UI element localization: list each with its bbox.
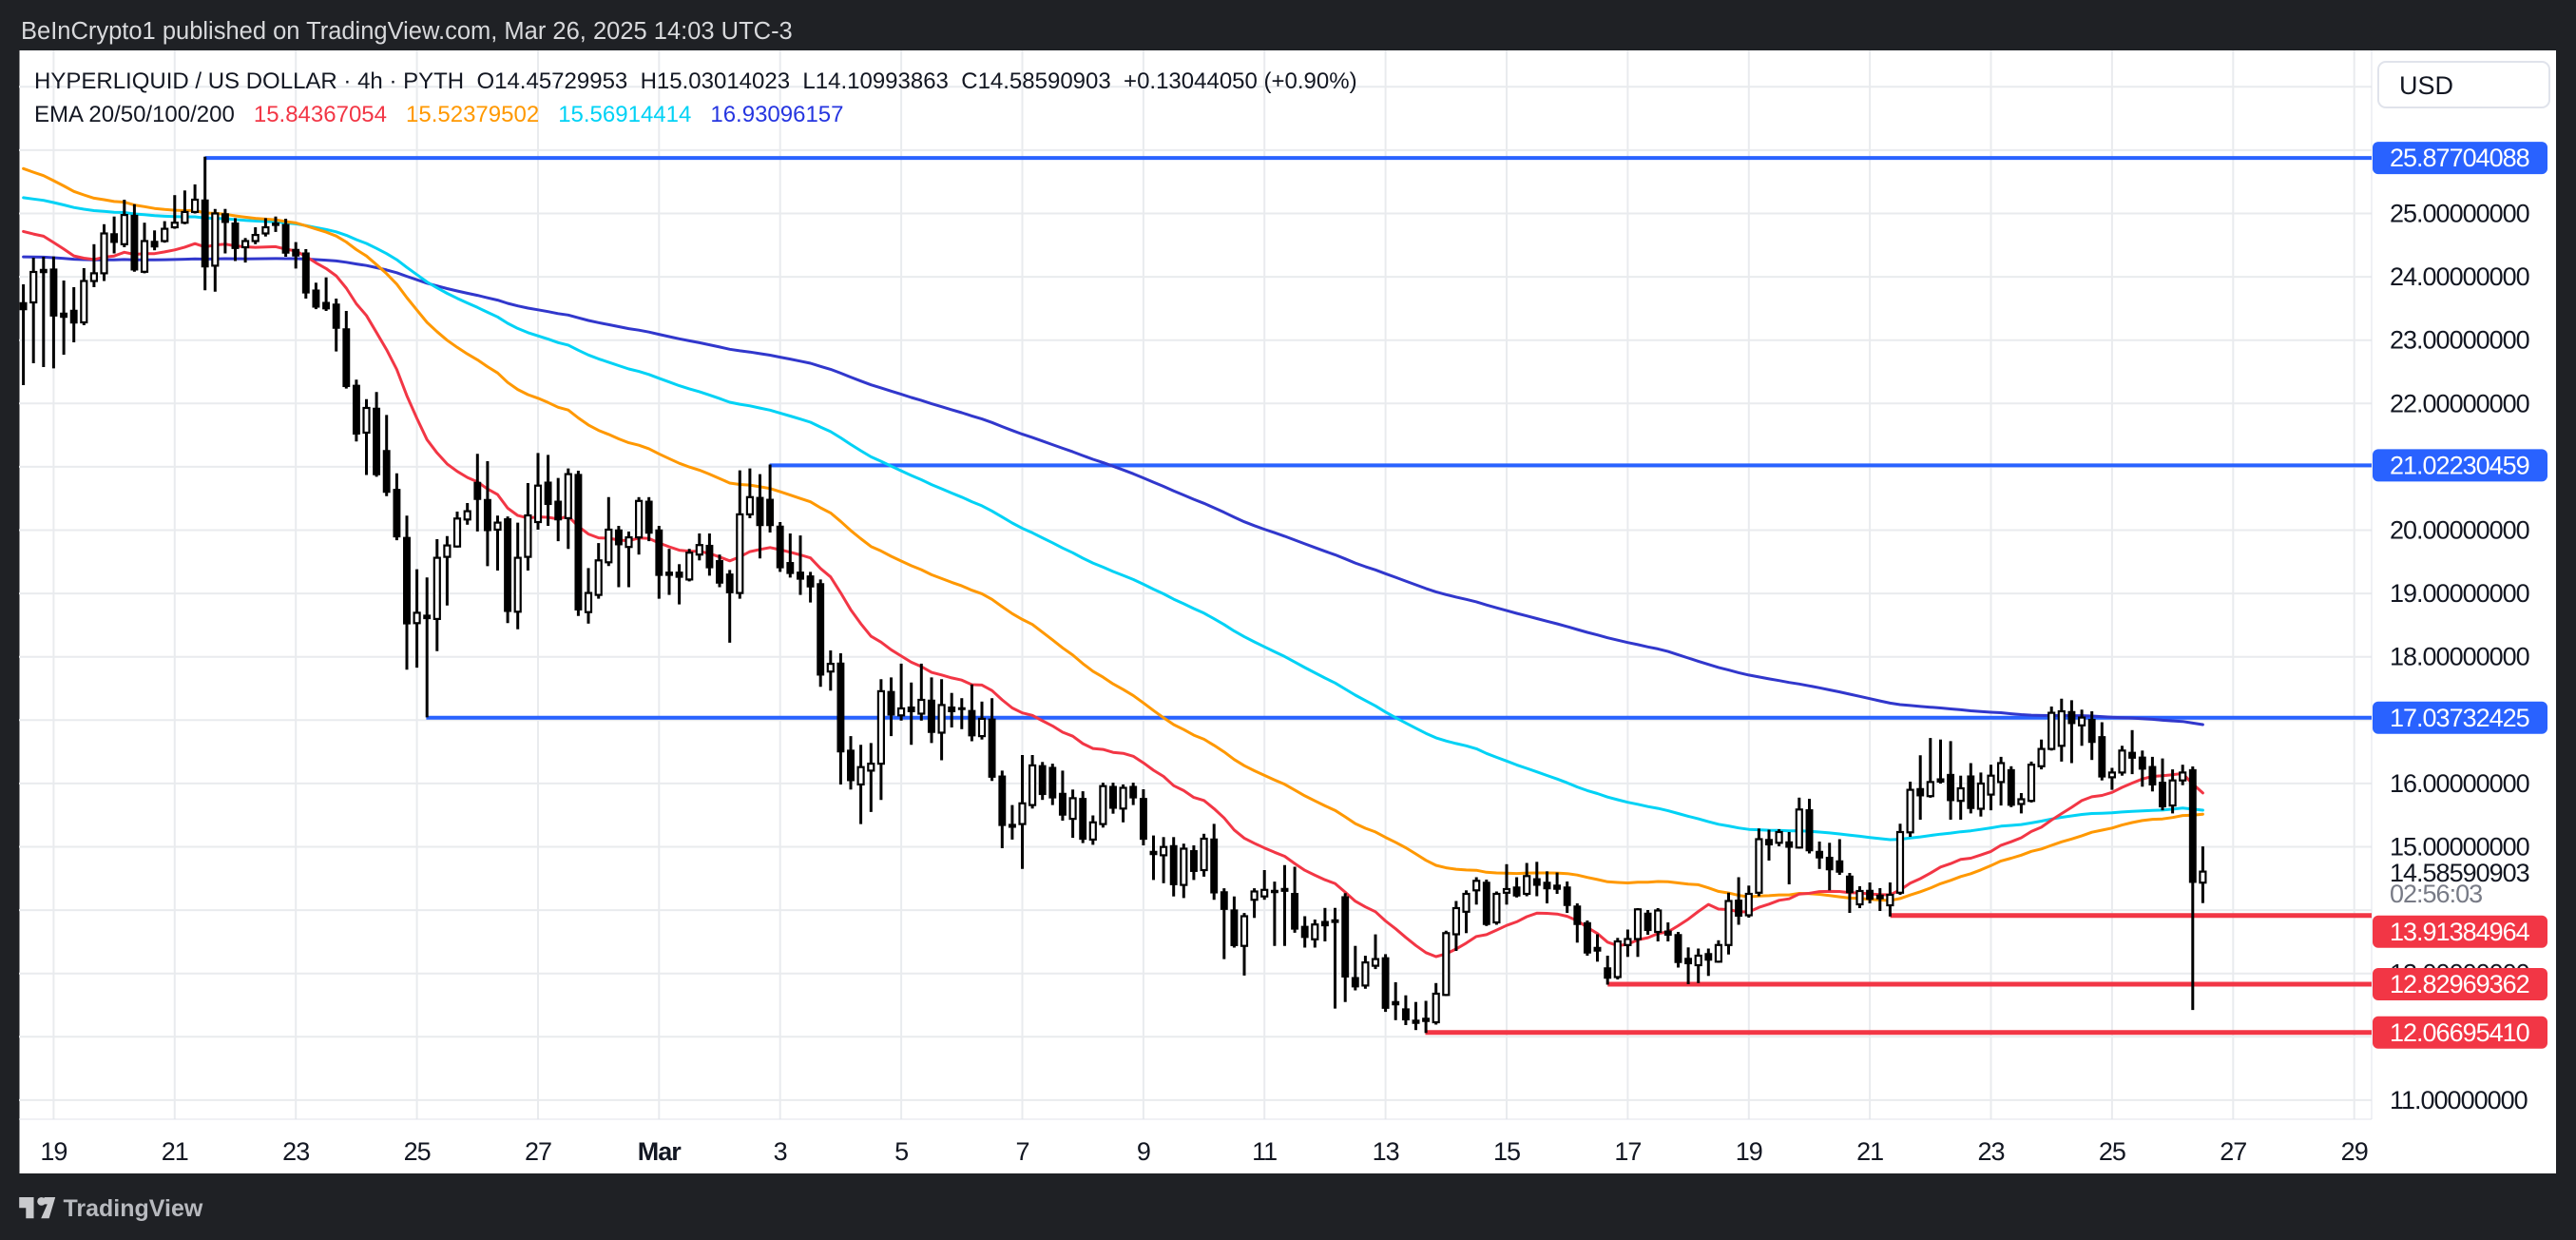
svg-text:19: 19 bbox=[40, 1137, 67, 1166]
svg-text:16.00000000: 16.00000000 bbox=[2390, 769, 2529, 798]
svg-text:9: 9 bbox=[1137, 1137, 1150, 1166]
svg-text:19.00000000: 19.00000000 bbox=[2390, 579, 2529, 608]
svg-text:21: 21 bbox=[1856, 1137, 1883, 1166]
svg-text:18.00000000: 18.00000000 bbox=[2390, 643, 2529, 671]
svg-text:24.00000000: 24.00000000 bbox=[2390, 262, 2529, 291]
svg-text:23: 23 bbox=[1977, 1137, 2004, 1166]
svg-text:BeInCrypto1 published on Tradi: BeInCrypto1 published on TradingView.com… bbox=[21, 18, 793, 45]
svg-text:22.00000000: 22.00000000 bbox=[2390, 389, 2529, 417]
svg-text:HYPERLIQUID / US DOLLAR · 4h ·: HYPERLIQUID / US DOLLAR · 4h · PYTH O14.… bbox=[34, 68, 1357, 94]
svg-text:23: 23 bbox=[282, 1137, 309, 1166]
svg-text:15: 15 bbox=[1493, 1137, 1520, 1166]
svg-text:15.00000000: 15.00000000 bbox=[2390, 833, 2529, 862]
svg-text:13: 13 bbox=[1373, 1137, 1399, 1166]
svg-text:3: 3 bbox=[774, 1137, 787, 1166]
svg-text:17.03732425: 17.03732425 bbox=[2390, 704, 2529, 732]
svg-text:25: 25 bbox=[404, 1137, 431, 1166]
svg-text:21.02230459: 21.02230459 bbox=[2390, 451, 2529, 479]
svg-text:5: 5 bbox=[894, 1137, 908, 1166]
svg-text:7: 7 bbox=[1015, 1137, 1028, 1166]
svg-text:EMA 20/50/100/200 15.8436705: EMA 20/50/100/200 15.84367054 15.5237950… bbox=[34, 102, 844, 127]
svg-text:21: 21 bbox=[162, 1137, 188, 1166]
svg-text:TradingView: TradingView bbox=[64, 1195, 203, 1222]
svg-text:Mar: Mar bbox=[638, 1137, 682, 1166]
svg-text:25.87704088: 25.87704088 bbox=[2390, 144, 2529, 172]
svg-text:23.00000000: 23.00000000 bbox=[2390, 326, 2529, 355]
svg-text:25.00000000: 25.00000000 bbox=[2390, 200, 2529, 228]
svg-text:14.58590903: 14.58590903 bbox=[2390, 859, 2529, 887]
svg-text:11.00000000: 11.00000000 bbox=[2390, 1086, 2528, 1114]
svg-text:11: 11 bbox=[1252, 1137, 1277, 1166]
svg-text:27: 27 bbox=[525, 1137, 551, 1166]
svg-text:12.06695410: 12.06695410 bbox=[2390, 1018, 2529, 1047]
svg-text:20.00000000: 20.00000000 bbox=[2390, 516, 2529, 545]
svg-text:12.82969362: 12.82969362 bbox=[2390, 970, 2529, 998]
svg-text:25: 25 bbox=[2099, 1137, 2125, 1166]
svg-text:29: 29 bbox=[2341, 1137, 2368, 1166]
svg-text:27: 27 bbox=[2220, 1137, 2246, 1166]
svg-text:17: 17 bbox=[1614, 1137, 1641, 1166]
svg-text:USD: USD bbox=[2399, 71, 2453, 100]
svg-text:02:56:03: 02:56:03 bbox=[2390, 880, 2482, 908]
svg-text:19: 19 bbox=[1736, 1137, 1762, 1166]
svg-text:13.91384964: 13.91384964 bbox=[2390, 918, 2530, 946]
